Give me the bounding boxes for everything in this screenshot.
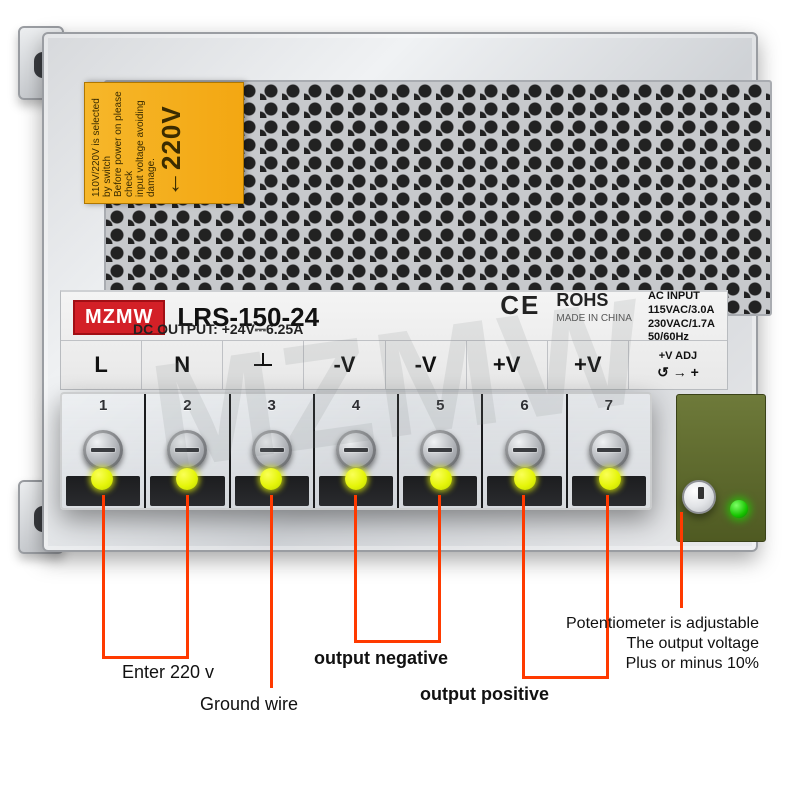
legend-l: L xyxy=(61,341,142,389)
callout-output-negative: output negative xyxy=(314,648,448,669)
screw-icon xyxy=(83,430,123,470)
ground-icon xyxy=(251,353,275,377)
screw-icon xyxy=(252,430,292,470)
potentiometer[interactable] xyxy=(682,480,716,514)
spec-label-panel: MZMW LRS-150-24 DC OUTPUT: +24V⎓6.25A CE… xyxy=(60,290,728,390)
sticker-line: Before power on please check xyxy=(113,89,135,197)
marker-dot xyxy=(314,468,399,494)
terminal-number: 5 xyxy=(436,397,444,414)
screw-icon xyxy=(336,430,376,470)
callout-pot-line: Potentiometer is adjustable xyxy=(566,614,759,634)
marker-dot xyxy=(145,468,230,494)
callout-pot-line: Plus or minus 10% xyxy=(566,654,759,674)
ac-input-block: AC INPUT 115VAC/3.0A 230VAC/1.7A 50/60Hz xyxy=(648,290,715,345)
callout-ground: Ground wire xyxy=(200,694,298,715)
screw-icon xyxy=(505,430,545,470)
legend-adj: +V ADJ ↺ → + xyxy=(629,341,727,389)
rohs-mark: ROHS xyxy=(556,290,608,311)
legend-minus-v: -V xyxy=(386,341,467,389)
voltage-sticker: 110V/220V is selected by switch Before p… xyxy=(84,82,244,204)
terminal-number: 6 xyxy=(520,397,528,414)
marker-row xyxy=(60,468,652,494)
callout-enter: Enter 220 v xyxy=(122,662,214,683)
marker-dot xyxy=(483,468,568,494)
marker-dot xyxy=(60,468,145,494)
legend-n: N xyxy=(142,341,223,389)
legend-ground xyxy=(223,341,304,389)
legend-minus-v: -V xyxy=(304,341,385,389)
adj-arrows: ↺ → + xyxy=(657,364,699,381)
marker-dot xyxy=(229,468,314,494)
made-in: MADE IN CHINA xyxy=(556,313,632,324)
screw-icon xyxy=(167,430,207,470)
terminal-number: 1 xyxy=(99,397,107,414)
marker-dot xyxy=(398,468,483,494)
marker-dot xyxy=(567,468,652,494)
sticker-line: 110V/220V is selected by switch xyxy=(91,89,113,197)
dc-output: DC OUTPUT: +24V⎓6.25A xyxy=(133,321,303,338)
ac-input-title: AC INPUT xyxy=(648,290,715,304)
terminal-number: 2 xyxy=(183,397,191,414)
legend-plus-v: +V xyxy=(548,341,629,389)
pcb-area xyxy=(676,394,766,542)
led-indicator xyxy=(730,500,748,518)
terminal-number: 4 xyxy=(352,397,360,414)
label-row-top: MZMW LRS-150-24 DC OUTPUT: +24V⎓6.25A CE… xyxy=(61,292,727,340)
callout-output-positive: output positive xyxy=(420,684,549,705)
cert-marks: CE ROHS MADE IN CHINA AC INPUT 115VAC/3.… xyxy=(500,290,715,345)
screw-icon xyxy=(589,430,629,470)
sticker-voltage: ←220V xyxy=(157,89,186,197)
callout-pot-line: The output voltage xyxy=(566,634,759,654)
terminal-legend: L N -V -V +V +V +V ADJ ↺ → + xyxy=(61,340,727,389)
ce-mark: CE xyxy=(500,290,540,321)
legend-plus-v: +V xyxy=(467,341,548,389)
screw-icon xyxy=(420,430,460,470)
adj-label: +V ADJ xyxy=(659,350,697,362)
terminal-number: 7 xyxy=(605,397,613,414)
terminal-number: 3 xyxy=(268,397,276,414)
callout-potentiometer: Potentiometer is adjustable The output v… xyxy=(566,614,759,674)
sticker-line: input voltage avoiding damage. xyxy=(135,89,157,197)
ac-input-line: 230VAC/1.7A xyxy=(648,318,715,332)
ac-input-line: 115VAC/3.0A xyxy=(648,304,715,318)
